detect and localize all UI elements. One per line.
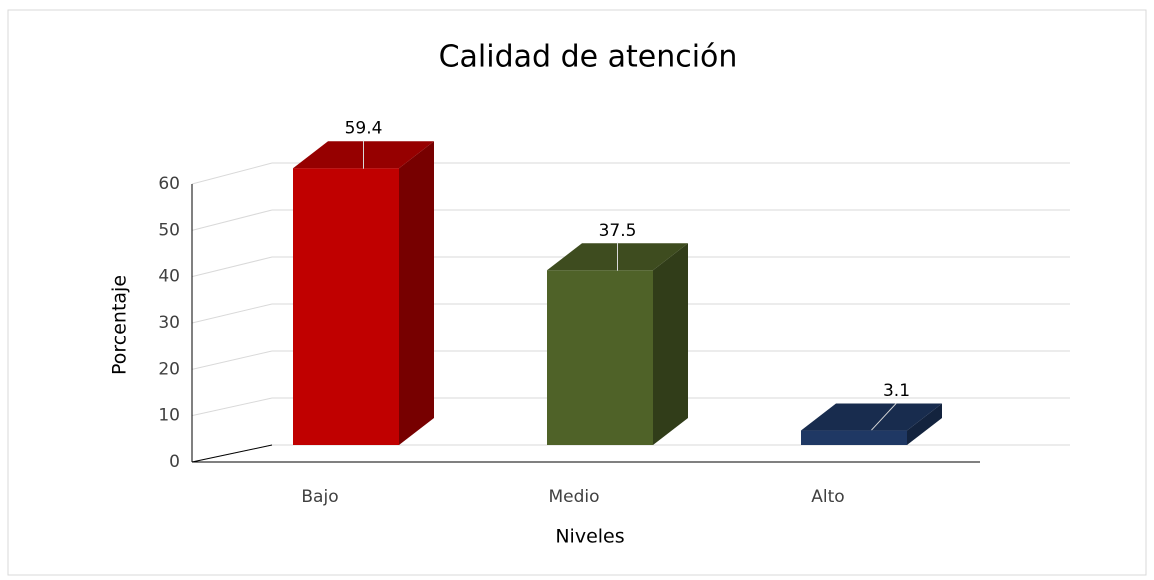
y-tick-label: 60 [158, 174, 180, 194]
grid-line-side [191, 303, 273, 324]
y-tick-label: 50 [158, 220, 180, 240]
grid-line-side [191, 209, 273, 231]
grid-line-side [191, 350, 273, 370]
y-tick-label: 30 [158, 313, 180, 333]
value-label: 59.4 [345, 119, 383, 139]
grid-line-side [191, 397, 273, 417]
y-tick-label: 20 [158, 359, 180, 379]
bar [801, 430, 907, 445]
value-label: 3.1 [883, 381, 910, 401]
leader-line [871, 402, 897, 431]
y-axis-title: Porcentaje [109, 275, 131, 375]
chart-title: Calidad de atención [439, 40, 738, 75]
value-label: 37.5 [599, 221, 637, 241]
grid-line-side [191, 162, 273, 185]
floor-edge [191, 444, 273, 463]
bar [547, 270, 653, 445]
x-axis-title: Niveles [555, 526, 624, 548]
x-tick-label: Medio [548, 487, 599, 507]
bar-side [907, 403, 942, 445]
bar [293, 168, 399, 446]
grid-line-side [191, 256, 273, 278]
y-tick-label: 10 [158, 406, 180, 426]
bar-side [653, 243, 688, 445]
bar-side [399, 141, 434, 446]
bar-top [801, 403, 942, 431]
x-tick-label: Alto [811, 487, 844, 507]
y-tick-label: 40 [158, 267, 180, 287]
y-tick-label: 0 [169, 452, 180, 472]
x-tick-label: Bajo [301, 487, 338, 507]
